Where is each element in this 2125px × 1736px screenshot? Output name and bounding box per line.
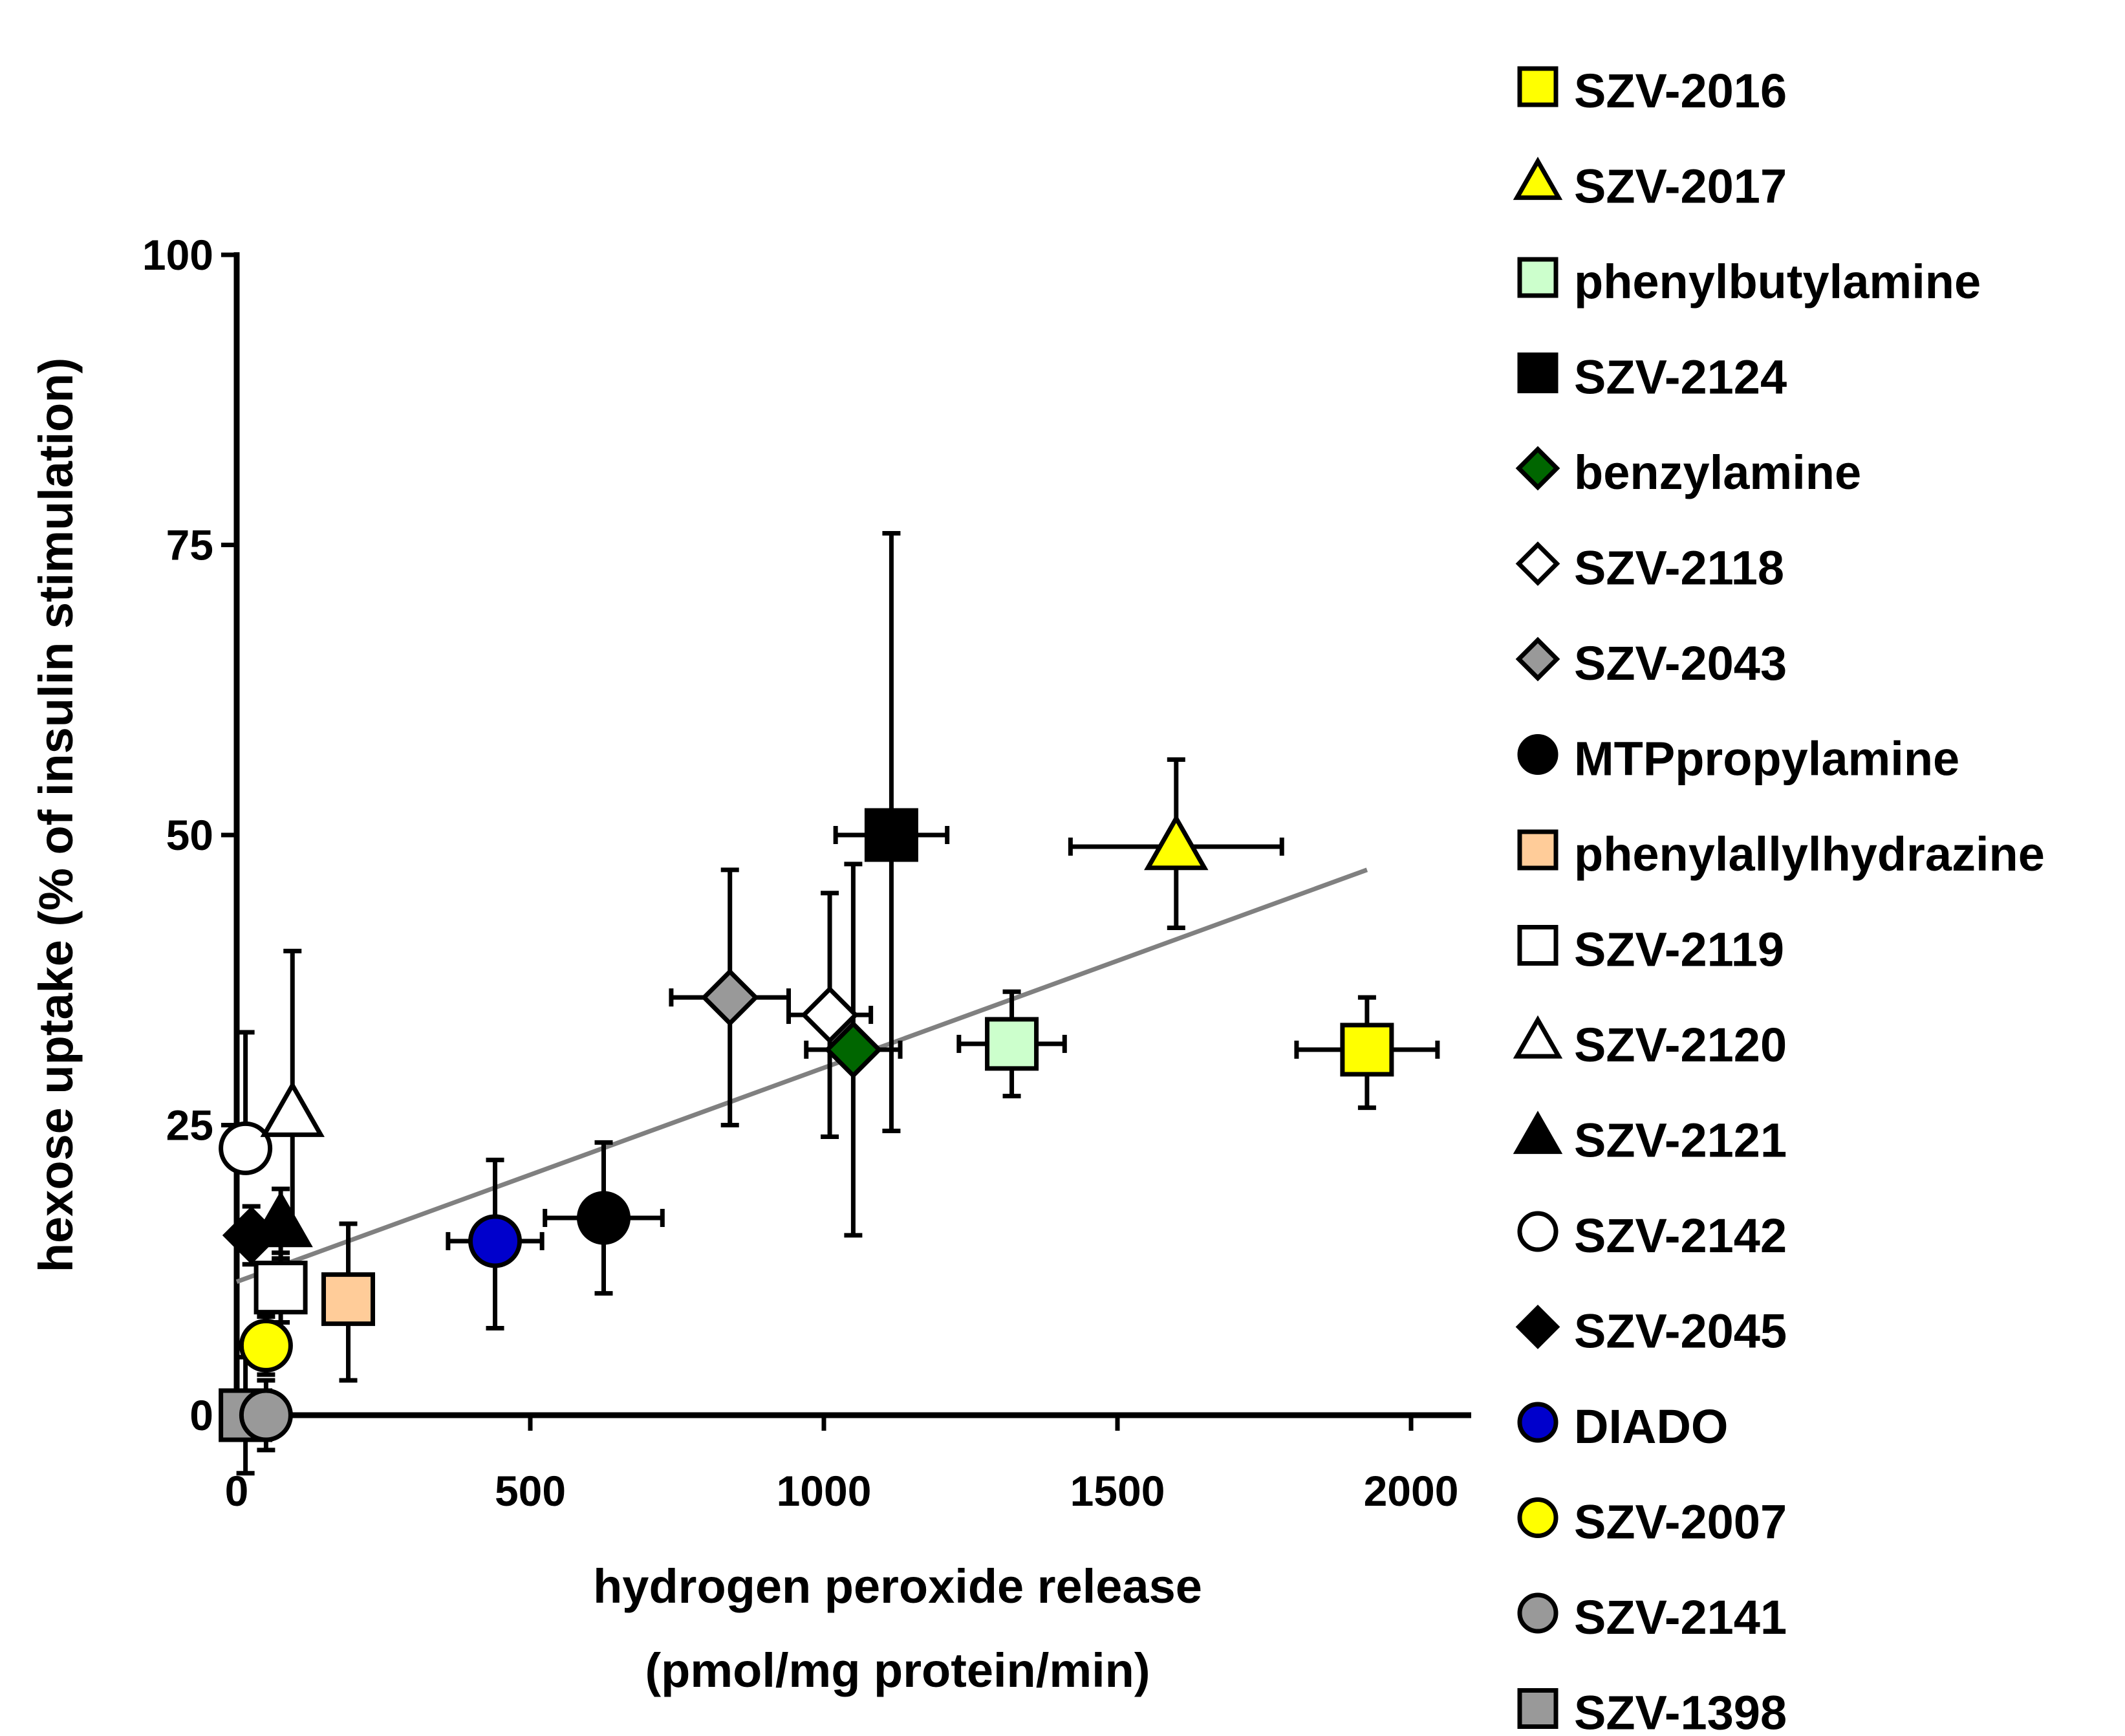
legend-item-szv-2118: SZV-2118	[1515, 541, 1784, 595]
y-tick-label-0: 0	[189, 1391, 213, 1439]
point-benzylamine	[824, 1021, 883, 1079]
axis-titles: hydrogen peroxide release (pmol/mg prote…	[29, 358, 1202, 1697]
legend-item-szv-2043: SZV-2043	[1515, 636, 1787, 690]
legend: SZV-2016 SZV-2017 phenylbutylamine SZV-2124…	[1513, 64, 2045, 1736]
point-szv-2017	[1144, 814, 1209, 871]
legend-marker-szv-2007	[1517, 1497, 1559, 1538]
point-phenylallylhydrazine	[321, 1272, 376, 1327]
trendline-layer	[235, 867, 1368, 1284]
data-points	[219, 808, 1394, 1442]
legend-label-szv-2141: SZV-2141	[1574, 1590, 1787, 1644]
legend-item-benzylamine: benzylamine	[1515, 446, 1861, 499]
legend-marker-szv-2121	[1513, 1111, 1563, 1155]
x-tick-label-500: 500	[495, 1467, 566, 1515]
legend-item-mtppropylamine: MTPpropylamine	[1517, 732, 1959, 786]
point-szv-2007	[239, 1318, 293, 1373]
point-szv-2141	[239, 1388, 293, 1442]
legend-item-szv-2121: SZV-2121	[1513, 1111, 1787, 1167]
x-tick-label-2000: 2000	[1364, 1467, 1459, 1515]
legend-label-phenylallylhydrazine: phenylallylhydrazine	[1574, 827, 2045, 881]
legend-item-szv-2007: SZV-2007	[1517, 1495, 1787, 1549]
legend-marker-szv-2142	[1517, 1211, 1559, 1252]
legend-marker-szv-1398	[1517, 1688, 1559, 1729]
x-axis-title-line1: hydrogen peroxide release	[593, 1559, 1202, 1613]
legend-marker-szv-2119	[1517, 925, 1559, 966]
y-tick-label-75: 75	[166, 521, 213, 569]
legend-marker-szv-2124	[1517, 353, 1559, 393]
legend-label-szv-2017: SZV-2017	[1574, 160, 1787, 213]
legend-marker-szv-2017	[1513, 157, 1563, 201]
legend-item-szv-2120: SZV-2120	[1513, 1015, 1787, 1072]
legend-item-phenylallylhydrazine: phenylallylhydrazine	[1517, 827, 2045, 881]
legend-label-szv-2016: SZV-2016	[1574, 64, 1787, 118]
point-szv-2124	[864, 808, 918, 862]
legend-label-szv-2120: SZV-2120	[1574, 1018, 1787, 1072]
point-szv-2121	[248, 1191, 313, 1248]
legend-item-szv-2141: SZV-2141	[1517, 1590, 1787, 1644]
legend-marker-phenylbutylamine	[1517, 257, 1559, 298]
legend-marker-benzylamine	[1515, 446, 1560, 491]
x-axis-title-line2: (pmol/mg protein/min)	[645, 1644, 1150, 1697]
legend-label-szv-2045: SZV-2045	[1574, 1305, 1787, 1358]
point-szv-2016	[1340, 1023, 1394, 1077]
legend-marker-szv-2120	[1513, 1015, 1563, 1059]
point-mtppropylamine	[577, 1191, 631, 1245]
legend-label-szv-2119: SZV-2119	[1574, 923, 1784, 977]
y-tick-label-25: 25	[166, 1101, 213, 1149]
legend-marker-szv-2118	[1515, 541, 1560, 586]
legend-marker-mtppropylamine	[1517, 734, 1559, 775]
legend-label-szv-2121: SZV-2121	[1574, 1114, 1787, 1167]
point-szv-2118	[801, 986, 859, 1044]
legend-item-diado: DIADO	[1517, 1400, 1728, 1453]
legend-marker-szv-2016	[1517, 66, 1559, 107]
x-tick-label-1000: 1000	[777, 1467, 872, 1515]
legend-label-szv-1398: SZV-1398	[1574, 1686, 1787, 1736]
legend-marker-szv-2043	[1515, 636, 1560, 682]
trendline	[235, 867, 1368, 1284]
legend-marker-diado	[1517, 1402, 1559, 1443]
legend-label-benzylamine: benzylamine	[1574, 446, 1861, 499]
legend-item-szv-1398: SZV-1398	[1517, 1686, 1787, 1736]
point-szv-2142	[219, 1121, 273, 1175]
legend-item-szv-2142: SZV-2142	[1517, 1209, 1787, 1263]
legend-label-diado: DIADO	[1574, 1400, 1728, 1453]
legend-marker-szv-2045	[1515, 1305, 1560, 1349]
x-tick-label-0: 0	[225, 1467, 249, 1515]
y-tick-label-50: 50	[166, 811, 213, 859]
y-tick-label-100: 100	[142, 231, 213, 279]
point-szv-2120	[260, 1080, 325, 1137]
legend-item-szv-2017: SZV-2017	[1513, 157, 1787, 213]
y-axis-title: hexose uptake (% of insulin stimulation)	[29, 358, 83, 1272]
legend-label-szv-2142: SZV-2142	[1574, 1209, 1787, 1263]
x-tick-label-1500: 1500	[1070, 1467, 1165, 1515]
legend-label-szv-2118: SZV-2118	[1574, 541, 1784, 595]
legend-item-szv-2016: SZV-2016	[1517, 64, 1787, 118]
point-diado	[468, 1214, 523, 1268]
legend-marker-phenylallylhydrazine	[1517, 829, 1559, 871]
legend-item-szv-2045: SZV-2045	[1515, 1305, 1787, 1358]
legend-label-mtppropylamine: MTPpropylamine	[1574, 732, 1959, 786]
legend-item-phenylbutylamine: phenylbutylamine	[1517, 255, 1981, 309]
legend-item-szv-2119: SZV-2119	[1517, 923, 1784, 977]
legend-label-szv-2124: SZV-2124	[1574, 351, 1787, 404]
legend-label-szv-2043: SZV-2043	[1574, 636, 1787, 690]
point-szv-2119	[253, 1261, 308, 1315]
legend-marker-szv-2141	[1517, 1592, 1559, 1634]
legend-label-szv-2007: SZV-2007	[1574, 1495, 1787, 1549]
legend-label-phenylbutylamine: phenylbutylamine	[1574, 255, 1981, 309]
legend-item-szv-2124: SZV-2124	[1517, 351, 1787, 404]
point-phenylbutylamine	[985, 1017, 1039, 1071]
point-szv-2043	[700, 968, 759, 1027]
